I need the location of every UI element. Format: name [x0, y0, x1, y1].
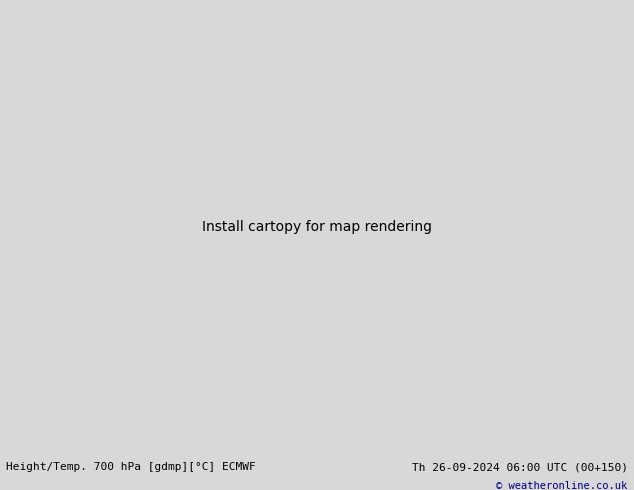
- Text: Install cartopy for map rendering: Install cartopy for map rendering: [202, 220, 432, 234]
- Text: Th 26-09-2024 06:00 UTC (00+150): Th 26-09-2024 06:00 UTC (00+150): [411, 462, 628, 472]
- Text: Height/Temp. 700 hPa [gdmp][°C] ECMWF: Height/Temp. 700 hPa [gdmp][°C] ECMWF: [6, 462, 256, 472]
- Text: © weatheronline.co.uk: © weatheronline.co.uk: [496, 481, 628, 490]
